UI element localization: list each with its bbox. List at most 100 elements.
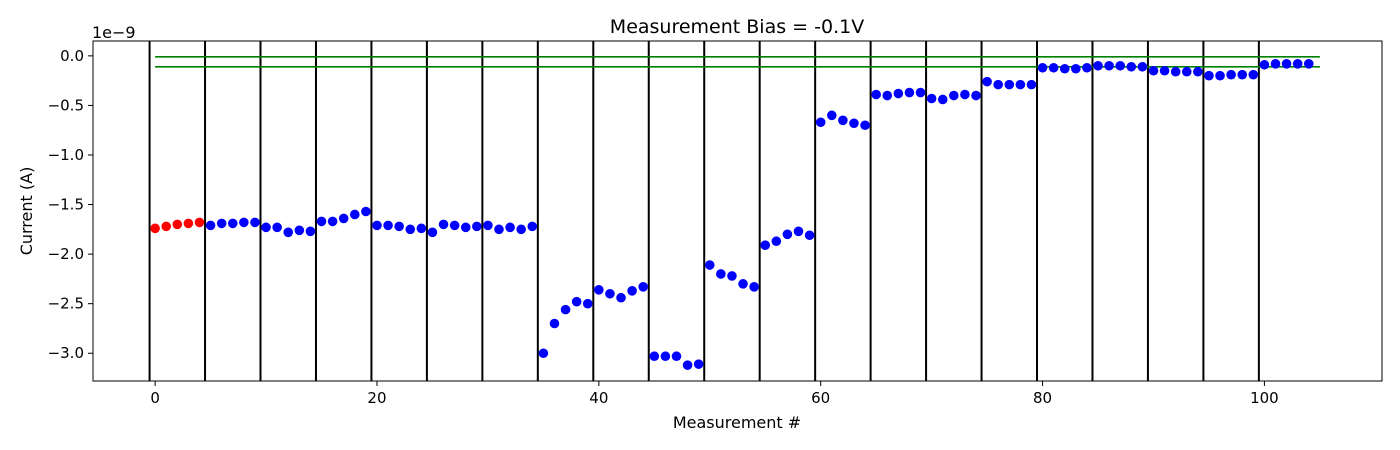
y-axis-ticks: 0.0 −0.5 −1.0 −1.5 −2.0 −2.5 −3.0 (48, 47, 93, 362)
x-tick-label: 0 (150, 389, 160, 407)
y-tick-label: 0.0 (60, 47, 84, 65)
data-point (871, 89, 881, 100)
data-point (1215, 70, 1225, 81)
data-point (1303, 58, 1314, 69)
data-point (150, 223, 160, 234)
y-tick-label: −2.0 (48, 245, 84, 263)
data-point (649, 351, 660, 362)
data-point (460, 222, 471, 233)
data-point (682, 360, 693, 370)
data-point (793, 226, 804, 237)
data-point (449, 220, 460, 231)
plot-area (148, 41, 1320, 381)
data-point (760, 240, 771, 250)
data-point (361, 206, 371, 217)
data-point (1026, 79, 1037, 90)
data-point (250, 217, 260, 228)
y-tick-label: −2.5 (48, 295, 84, 313)
data-point (272, 222, 282, 233)
data-point (949, 90, 959, 101)
data-point (660, 351, 671, 362)
data-point (394, 221, 404, 232)
x-tick-label: 40 (589, 389, 608, 407)
y-tick-label: −1.5 (48, 196, 84, 214)
data-point (283, 227, 294, 238)
data-point (1071, 63, 1081, 74)
data-point (527, 221, 538, 232)
y-tick-label: −3.0 (48, 344, 84, 362)
data-point (1204, 70, 1214, 81)
data-point (716, 269, 726, 279)
x-axis-ticks: 0 20 40 60 80 100 (150, 381, 1279, 407)
y-axis-label: Current (A) (17, 167, 36, 256)
data-point (960, 89, 970, 100)
data-point (560, 304, 571, 315)
plot-frame (92, 40, 1383, 382)
data-point (971, 90, 981, 101)
data-point (372, 220, 382, 231)
data-point (605, 288, 615, 299)
data-point (1270, 58, 1281, 69)
data-point (483, 220, 493, 231)
data-point (1259, 59, 1270, 70)
data-point (782, 229, 793, 240)
data-point (327, 216, 338, 227)
data-point (915, 87, 926, 98)
y-tick-label: −0.5 (48, 96, 84, 114)
chart-title: Measurement Bias = -0.1V (610, 16, 864, 38)
data-point (1248, 69, 1259, 80)
data-point (638, 282, 649, 292)
data-point (1082, 62, 1092, 73)
data-point (616, 292, 626, 303)
data-point (849, 118, 859, 129)
data-point (438, 219, 449, 230)
data-point (316, 216, 327, 227)
x-tick-label: 80 (1033, 389, 1052, 407)
x-tick-label: 100 (1250, 389, 1279, 407)
data-point (1115, 60, 1126, 71)
data-point (227, 218, 238, 229)
data-point (738, 279, 748, 289)
data-point (1193, 66, 1203, 77)
data-point (216, 218, 227, 229)
data-point (882, 90, 893, 101)
data-point (294, 225, 305, 236)
data-point (860, 120, 870, 131)
data-point (1226, 69, 1236, 80)
x-tick-label: 20 (367, 389, 386, 407)
data-point (1126, 61, 1137, 72)
data-point (594, 285, 604, 295)
data-point (338, 213, 349, 224)
data-point (194, 217, 205, 228)
data-point (405, 224, 416, 235)
data-point (727, 271, 737, 281)
data-point (571, 296, 582, 307)
data-point (1093, 60, 1103, 71)
data-point (838, 115, 848, 126)
data-point (161, 221, 172, 232)
data-point (1159, 65, 1170, 76)
data-point (582, 298, 593, 309)
data-point (693, 359, 704, 369)
data-point (893, 88, 904, 99)
data-point (1281, 58, 1292, 69)
data-point (305, 226, 316, 237)
data-point (1292, 58, 1303, 69)
data-point (239, 217, 249, 228)
data-point (937, 94, 948, 105)
data-point (1237, 69, 1248, 80)
data-point (1004, 79, 1015, 90)
data-point (261, 222, 271, 233)
data-point (627, 285, 637, 296)
data-point (205, 220, 216, 231)
data-point (671, 351, 682, 362)
data-point (1148, 65, 1159, 76)
data-point (1059, 63, 1070, 74)
data-point (538, 348, 549, 359)
data-point (704, 260, 715, 270)
data-point (1048, 62, 1059, 73)
x-axis-label: Measurement # (673, 413, 801, 432)
data-point (505, 222, 515, 233)
data-point (349, 209, 360, 220)
